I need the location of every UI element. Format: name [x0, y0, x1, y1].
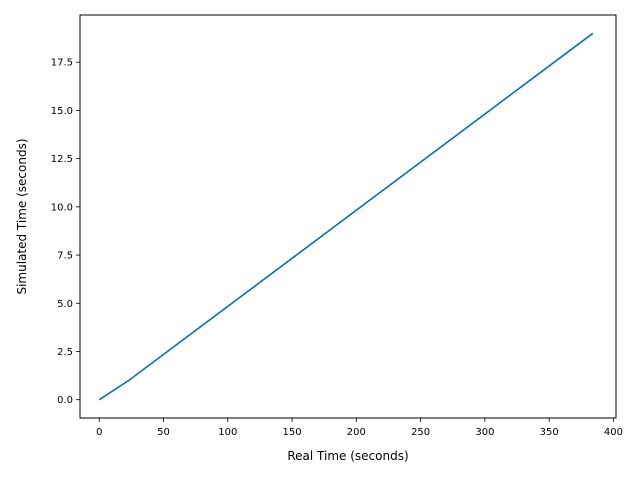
x-tick-label: 350 [540, 427, 559, 438]
y-tick-label: 0.0 [57, 395, 73, 406]
x-tick-label: 150 [283, 427, 302, 438]
x-tick-label: 0 [96, 427, 102, 438]
x-tick-label: 200 [347, 427, 366, 438]
y-tick-label: 7.5 [57, 251, 73, 262]
y-axis: 0.0 2.5 5.0 7.5 10.0 12.5 15.0 17.5 [51, 58, 80, 406]
axes-frame [79, 14, 617, 419]
y-tick-label: 5.0 [57, 299, 73, 310]
x-axis: 0 50 100 150 200 250 300 350 400 [96, 418, 623, 438]
y-tick-label: 10.0 [51, 202, 73, 213]
x-tick-label: 400 [604, 427, 623, 438]
y-tick-label: 17.5 [51, 58, 73, 69]
x-tick-label: 250 [411, 427, 430, 438]
plot-area [98, 32, 594, 401]
x-tick-label: 300 [475, 427, 494, 438]
x-tick-label: 100 [218, 427, 237, 438]
y-tick-label: 15.0 [51, 106, 73, 117]
series-line-0 [98, 32, 594, 401]
y-tick-label: 2.5 [57, 347, 73, 358]
x-axis-label: Real Time (seconds) [287, 449, 408, 463]
y-tick-label: 12.5 [51, 154, 73, 165]
x-tick-label: 50 [157, 427, 170, 438]
y-axis-label: Simulated Time (seconds) [15, 138, 29, 294]
